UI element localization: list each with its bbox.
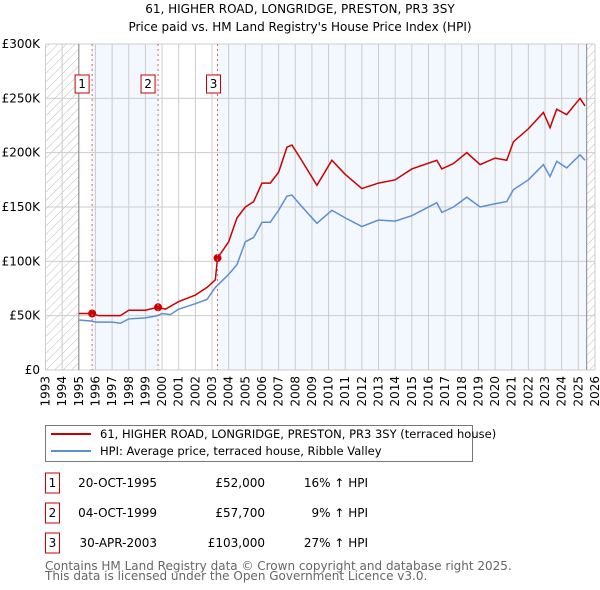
sale-number-box — [45, 472, 60, 494]
sale-number-box — [45, 502, 60, 524]
sale-hpi-diff: 27% ↑ HPI — [304, 536, 368, 550]
x-tick-label: 2026 — [588, 376, 600, 407]
x-tick-label: 2009 — [305, 376, 319, 407]
sale-price: £103,000 — [208, 536, 265, 550]
footer-line-2: This data is licensed under the Open Gov… — [44, 569, 427, 583]
x-tick-label: 2011 — [338, 376, 352, 407]
x-tick-label: 2014 — [388, 376, 402, 407]
legend-label-hpi: HPI: Average price, terraced house, Ribb… — [100, 444, 382, 458]
x-tick-label: 2024 — [555, 376, 569, 407]
x-tick-label: 2022 — [521, 376, 535, 407]
x-tick-label: 2008 — [288, 376, 302, 407]
sale-price: £57,700 — [215, 506, 265, 520]
x-tick-label: 2023 — [538, 376, 552, 407]
y-tick-label: £300K — [2, 37, 42, 51]
x-tick-label: 2020 — [488, 376, 502, 407]
y-tick-label: £200K — [2, 146, 42, 160]
sale-marker-number: 2 — [144, 77, 152, 91]
x-tick-label: 2021 — [505, 376, 519, 407]
sale-marker-number: 1 — [78, 77, 86, 91]
x-tick-label: 1999 — [138, 376, 152, 407]
x-tick-label: 2002 — [188, 376, 202, 407]
x-tick-label: 1994 — [55, 376, 69, 407]
x-tick-label: 2016 — [421, 376, 435, 407]
sale-number: 1 — [49, 476, 57, 490]
x-tick-label: 2000 — [155, 376, 169, 407]
y-tick-label: £250K — [2, 91, 42, 105]
sale-marker-box — [74, 74, 90, 94]
chart-title: 61, HIGHER ROAD, LONGRIDGE, PRESTON, PR3… — [145, 2, 455, 16]
x-tick-label: 2025 — [571, 376, 585, 407]
x-tick-label: 2010 — [322, 376, 336, 407]
x-tick-label: 2003 — [205, 376, 219, 407]
sale-price: £52,000 — [215, 476, 265, 490]
x-tick-label: 1998 — [122, 376, 136, 407]
sale-date: 04-OCT-1999 — [78, 506, 157, 520]
x-tick-label: 2004 — [222, 376, 236, 407]
x-tick-label: 2005 — [238, 376, 252, 407]
x-tick-label: 2007 — [272, 376, 286, 407]
y-tick-label: £150K — [2, 200, 42, 214]
x-tick-label: 2018 — [455, 376, 469, 407]
sale-marker-box — [206, 74, 222, 94]
series-line — [78, 97, 586, 317]
sale-number-box — [45, 532, 60, 554]
sale-point — [213, 254, 222, 263]
x-tick-label: 2012 — [355, 376, 369, 407]
x-tick-label: 1995 — [72, 376, 86, 407]
sale-marker-number: 3 — [210, 77, 218, 91]
sales-table: 1 20-OCT-1995 £52,000 16% ↑ HPI 2 04-OCT-1999… — [45, 472, 368, 554]
sale-number: 3 — [49, 536, 57, 550]
sale-point — [154, 303, 163, 312]
chart-subtitle: Price paid vs. HM Land Registry's House … — [128, 20, 471, 34]
legend-label-property: 61, HIGHER ROAD, LONGRIDGE, PRESTON, PR3… — [100, 427, 496, 441]
y-tick-label: £50K — [9, 309, 41, 323]
footer-line-1: Contains HM Land Registry data © Crown c… — [45, 559, 512, 573]
x-tick-label: 2001 — [172, 376, 186, 407]
sale-hpi-diff: 9% ↑ HPI — [311, 506, 368, 520]
x-tick-label: 1993 — [39, 376, 53, 407]
x-tick-label: 2015 — [405, 376, 419, 407]
x-tick-label: 2019 — [471, 376, 485, 407]
x-tick-label: 2017 — [438, 376, 452, 407]
y-tick-label: £0 — [25, 363, 40, 377]
legend: 61, HIGHER ROAD, LONGRIDGE, PRESTON, PR3… — [45, 425, 496, 462]
sale-marker-box — [140, 74, 156, 94]
y-tick-label: £100K — [2, 254, 42, 268]
x-tick-label: 2006 — [255, 376, 269, 407]
sale-hpi-diff: 16% ↑ HPI — [304, 476, 368, 490]
sale-number: 2 — [49, 506, 57, 520]
sale-date: 20-OCT-1995 — [78, 476, 157, 490]
sale-point — [88, 309, 97, 318]
x-tick-label: 1997 — [105, 376, 119, 407]
x-tick-label: 2013 — [372, 376, 386, 407]
series-line — [78, 153, 586, 325]
x-tick-label: 1996 — [88, 376, 102, 407]
sale-date: 30-APR-2003 — [79, 536, 157, 550]
